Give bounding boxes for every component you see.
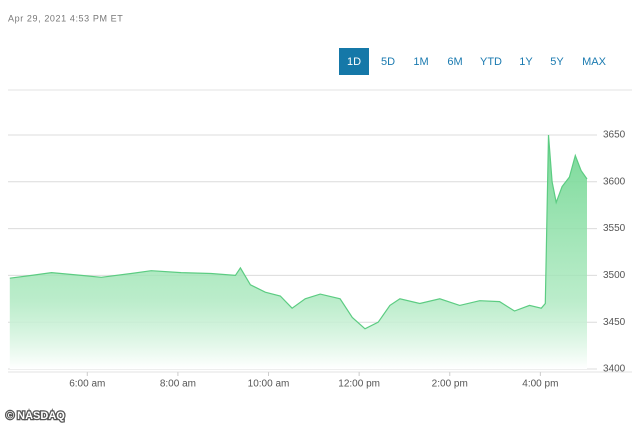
range-button-bg[interactable] xyxy=(339,48,369,75)
range-button[interactable]: MAX xyxy=(582,56,607,68)
y-tick-label: 3500 xyxy=(603,270,626,281)
y-tick-label: 3600 xyxy=(603,176,626,187)
x-tick-label: 12:00 pm xyxy=(338,379,380,390)
y-tick-label: 3550 xyxy=(603,223,626,234)
x-tick-label: 2:00 pm xyxy=(432,379,468,390)
x-tick-label: 8:00 am xyxy=(160,379,196,390)
x-tick-label: 6:00 am xyxy=(69,379,105,390)
range-button[interactable]: 1M xyxy=(413,56,428,68)
range-button[interactable]: 5D xyxy=(381,56,395,68)
y-tick-label: 3650 xyxy=(603,130,626,141)
timestamp: Apr 29, 2021 4:53 PM ET xyxy=(8,13,123,23)
range-button[interactable]: 1D xyxy=(347,56,361,68)
y-tick-label: 3450 xyxy=(603,317,626,328)
area xyxy=(9,135,588,369)
x-tick-label: 10:00 am xyxy=(248,379,290,390)
range-button[interactable]: 6M xyxy=(447,56,462,68)
y-tick-label: 3400 xyxy=(603,364,626,375)
x-tick-label: 4:00 pm xyxy=(522,379,558,390)
source: © NASDAQ xyxy=(6,410,65,422)
range-button[interactable]: 1Y xyxy=(519,56,533,68)
range-button[interactable]: 5Y xyxy=(550,56,564,68)
range-button[interactable]: YTD xyxy=(480,56,502,68)
price-line xyxy=(9,134,588,330)
